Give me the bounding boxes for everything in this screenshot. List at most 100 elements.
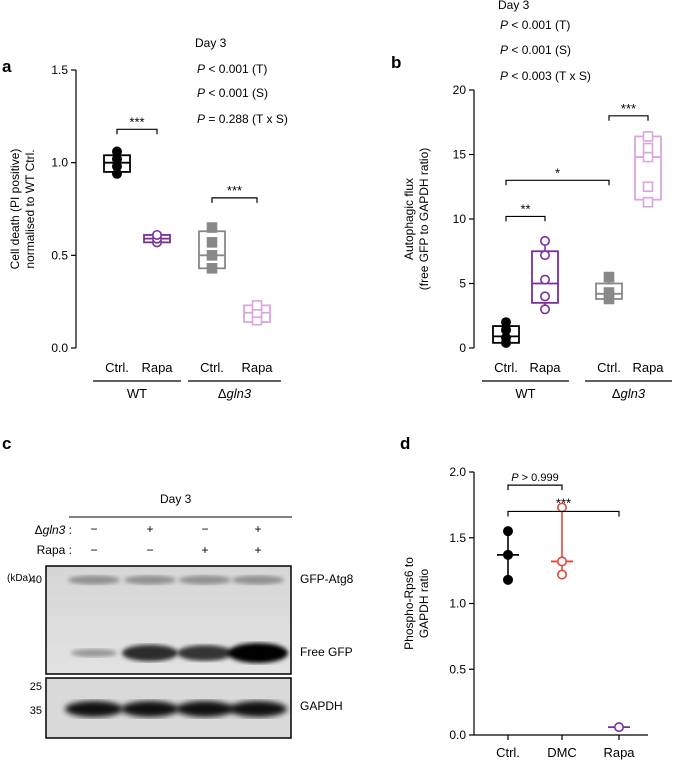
y-tick-label: 0.5: [449, 662, 466, 676]
data-point: [603, 271, 615, 283]
x-tick-label: Ctrl.: [200, 360, 224, 375]
free-gfp-band: [70, 648, 118, 658]
blot-row-label-gln3: Δgln3 :: [35, 523, 72, 537]
blot-title: Day 3: [160, 492, 192, 506]
data-point: [539, 274, 550, 285]
blot-conditions: − + − + − − + +: [90, 522, 261, 557]
x-tick-label: Ctrl.: [597, 360, 621, 375]
data-point: [502, 549, 513, 560]
significance-bracket: [211, 197, 258, 203]
x-tick-label: Rapa: [141, 360, 173, 375]
panel-a-day: Day 3: [195, 36, 227, 50]
data-point: [502, 526, 513, 537]
y-axis-label: Cell death (PI positive): [8, 149, 22, 270]
data-point: [502, 574, 513, 585]
y-axis-label: Autophagic flux: [402, 178, 416, 260]
blot-condition-symbol: +: [201, 543, 208, 557]
x-tick-label: Ctrl.: [496, 745, 520, 760]
y-tick-label: 10: [453, 212, 467, 226]
significance-label: ***: [227, 183, 242, 198]
data-point: [206, 222, 218, 233]
chart-b: 0 5 10 15 20 Autophagic flux (free GFP to GAPD…: [402, 83, 672, 401]
free-gfp-band: [177, 645, 233, 661]
y-tick-label: 0: [459, 341, 466, 355]
gfp-atg8-band: [232, 575, 284, 585]
gfp-atg8-band: [68, 575, 120, 585]
y-axis-label: GAPDH ratio: [417, 569, 431, 639]
data-point: [642, 196, 654, 208]
y-axis-label: Phospho-Rps6 to: [402, 557, 416, 650]
significance-bracket: [116, 128, 158, 135]
gfp-atg8-band: [124, 575, 176, 585]
x-tick-label: Rapa: [632, 360, 664, 375]
chart-d: 0.0 0.5 1.0 1.5 2.0 Phospho-Rps6 to GAPDH rati…: [402, 465, 648, 760]
x-tick-label: Rapa: [529, 360, 561, 375]
kda-label: (kDa): [7, 573, 31, 584]
y-axis-label: normalised to WT Ctrl.: [23, 149, 37, 268]
marker-25: 25: [30, 681, 42, 693]
data-point: [206, 250, 218, 261]
gapdh-band: [176, 701, 234, 717]
x-tick-label: Rapa: [603, 745, 635, 760]
panel-b-day: Day 3: [498, 0, 530, 12]
blot-bands: [65, 575, 288, 717]
marker-40: 40: [30, 574, 42, 586]
blot-condition-symbol: −: [90, 522, 97, 536]
gapdh-band: [121, 701, 179, 717]
free-gfp-band: [122, 644, 178, 662]
data-point: [539, 291, 550, 302]
y-axis-label: (free GFP to GAPDH ratio): [417, 148, 431, 290]
panel-a-letter: a: [2, 57, 12, 76]
data-point: [206, 263, 218, 274]
y-tick-label: 0.0: [51, 341, 68, 355]
panel-b-letter: b: [391, 53, 401, 72]
data-point: [556, 569, 567, 580]
marker-35: 35: [30, 705, 42, 717]
significance-bracket: [507, 510, 620, 517]
significance-label: ***: [129, 114, 144, 129]
group-label: Δgln3: [218, 386, 252, 401]
y-tick-label: 1.5: [51, 63, 68, 77]
data-point: [539, 250, 550, 261]
panel-a-stat-txs: P = 0.288 (T x S): [197, 112, 288, 126]
free-gfp-band: [228, 643, 288, 663]
panel-d-letter: d: [400, 434, 410, 453]
x-tick-label: Rapa: [241, 360, 273, 375]
y-tick-label: 15: [453, 148, 467, 162]
group-label: WT: [127, 386, 147, 401]
y-tick-label: 2.0: [449, 465, 466, 479]
group-label: Δgln3: [612, 386, 646, 401]
blot-condition-symbol: +: [254, 522, 261, 536]
y-tick-label: 20: [453, 83, 467, 97]
significance-bracket: [505, 179, 610, 186]
significance-label: **: [520, 201, 530, 216]
significance-bracket: [608, 115, 649, 121]
y-tick-label: 1.0: [51, 156, 68, 170]
band-label-gapdh: GAPDH: [300, 699, 343, 713]
x-tick-label: DMC: [547, 745, 577, 760]
panel-a-stat-s: P < 0.001 (S): [197, 86, 268, 100]
blot-condition-symbol: −: [90, 543, 97, 557]
x-tick-label: Ctrl.: [105, 360, 129, 375]
significance-label: ***: [621, 101, 636, 116]
data-point: [500, 317, 511, 328]
y-tick-label: 0.0: [449, 728, 466, 742]
data-point: [556, 556, 567, 567]
box: [198, 230, 226, 270]
data-point: [112, 146, 123, 157]
band-label-gfp-atg8: GFP-Atg8: [300, 572, 354, 586]
panel-a-stat-t: P < 0.001 (T): [197, 62, 267, 76]
data-point: [251, 300, 263, 311]
data-point: [642, 142, 654, 154]
blot-row-label-rapa: Rapa :: [37, 543, 72, 557]
data-point: [642, 151, 654, 163]
gapdh-band: [65, 701, 123, 717]
band-label-free-gfp: Free GFP: [300, 645, 353, 659]
blot-condition-symbol: −: [201, 522, 208, 536]
y-tick-label: 1.5: [449, 531, 466, 545]
panel-b-stat-t: P < 0.001 (T): [500, 18, 570, 32]
panel-b-stat-s: P < 0.001 (S): [500, 43, 571, 57]
significance-label: P > 0.999: [511, 472, 558, 484]
significance-label: *: [555, 165, 560, 180]
